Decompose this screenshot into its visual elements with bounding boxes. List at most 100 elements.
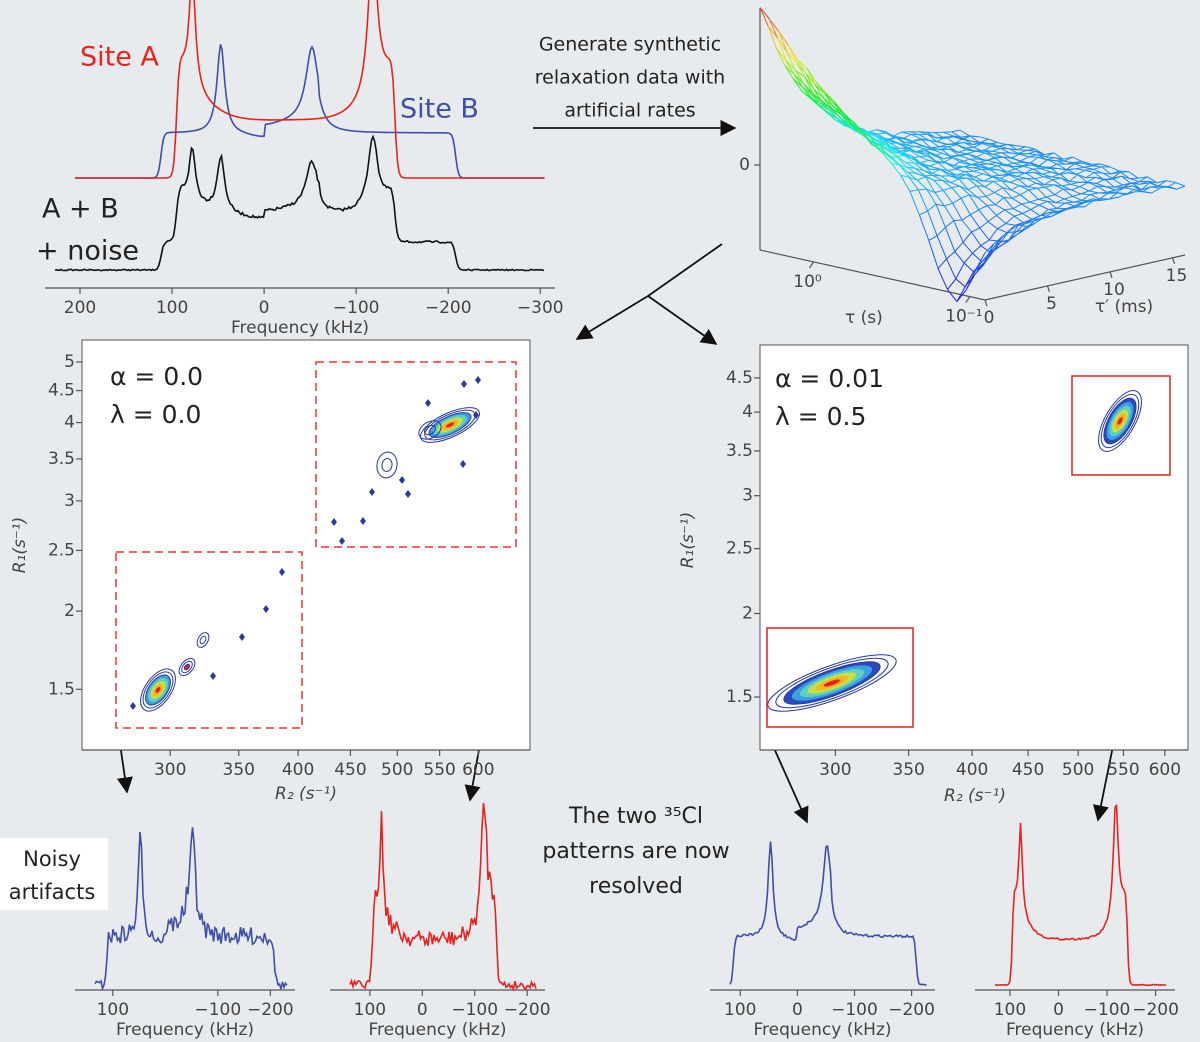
surface-mesh bbox=[953, 220, 964, 243]
surface-mesh bbox=[1042, 216, 1051, 220]
surface-mesh bbox=[957, 149, 967, 153]
surface-mesh bbox=[929, 165, 940, 170]
surface-mesh bbox=[778, 31, 788, 53]
surface-mesh bbox=[1011, 157, 1021, 162]
surface-mesh bbox=[967, 150, 976, 155]
surface-mesh bbox=[832, 105, 842, 115]
surface-mesh bbox=[941, 175, 951, 184]
surface-mesh bbox=[1129, 178, 1140, 183]
surface-mesh bbox=[960, 198, 971, 215]
surface-mesh bbox=[1011, 194, 1021, 199]
x-tick-label: 200 bbox=[64, 298, 96, 318]
surface-mesh bbox=[1019, 185, 1028, 188]
surface-mesh bbox=[910, 133, 921, 140]
x-tick-label: 0 bbox=[792, 1000, 803, 1020]
surface-mesh bbox=[951, 155, 961, 158]
y-axis-label: R₁(s⁻¹) bbox=[10, 517, 30, 574]
surface-mesh bbox=[968, 185, 977, 191]
contour bbox=[183, 663, 191, 671]
surface-mesh bbox=[973, 168, 983, 172]
contour bbox=[155, 686, 161, 694]
surface-mesh bbox=[974, 173, 984, 178]
site-a-curve bbox=[75, 0, 545, 179]
surface-mesh bbox=[1024, 218, 1034, 225]
y-tick-label: 2 bbox=[742, 603, 753, 623]
surface-mesh bbox=[908, 176, 918, 181]
surface-mesh bbox=[802, 86, 812, 98]
surface-mesh bbox=[1030, 162, 1040, 167]
surface-mesh bbox=[1061, 183, 1071, 187]
surface-mesh bbox=[1003, 197, 1014, 209]
surface-mesh bbox=[971, 227, 981, 233]
surface-mesh bbox=[995, 156, 1004, 159]
surface-mesh bbox=[1116, 187, 1125, 193]
surface-mesh bbox=[862, 130, 872, 134]
surface-mesh bbox=[1037, 186, 1046, 189]
surface-mesh bbox=[1157, 180, 1167, 187]
y-tick-label: 3.5 bbox=[726, 441, 753, 461]
axis-line bbox=[984, 254, 1186, 301]
surface-mesh bbox=[969, 158, 979, 164]
surface-mesh bbox=[872, 143, 882, 150]
surface-mesh bbox=[925, 150, 935, 157]
surface-mesh bbox=[975, 262, 985, 271]
surface-mesh bbox=[1123, 182, 1133, 188]
surface-mesh bbox=[963, 262, 974, 273]
y-tick-label: 3 bbox=[742, 486, 753, 506]
surface-mesh bbox=[1094, 172, 1103, 174]
surface-mesh bbox=[935, 203, 945, 207]
surface-mesh bbox=[1008, 224, 1019, 241]
alpha-label: α = 0.0 bbox=[110, 362, 203, 391]
surface-mesh bbox=[868, 129, 877, 133]
surface-mesh bbox=[1015, 165, 1024, 170]
x-tick-label: 100 bbox=[97, 1000, 129, 1020]
surface-mesh bbox=[985, 196, 996, 206]
surface-mesh bbox=[953, 219, 963, 222]
surface-mesh bbox=[930, 146, 940, 149]
surface-mesh bbox=[1043, 212, 1052, 219]
surface-mesh bbox=[978, 205, 988, 211]
surface-mesh bbox=[914, 142, 923, 147]
surface-mesh bbox=[1095, 176, 1104, 181]
surface-mesh bbox=[959, 185, 970, 196]
surface-mesh bbox=[950, 182, 961, 187]
surface-mesh bbox=[881, 151, 892, 164]
surface-mesh bbox=[879, 145, 889, 151]
x-tick-label: −300 bbox=[517, 298, 564, 318]
surface-mesh bbox=[942, 152, 951, 157]
surface-mesh bbox=[1082, 162, 1092, 165]
surface-mesh bbox=[1084, 168, 1094, 171]
surface-mesh bbox=[1016, 145, 1026, 148]
surface-mesh bbox=[979, 221, 989, 229]
surface-mesh bbox=[1107, 191, 1117, 194]
surface-mesh bbox=[1068, 172, 1077, 175]
surface-mesh bbox=[944, 202, 953, 207]
surface-mesh bbox=[971, 231, 982, 246]
surface-mesh bbox=[993, 152, 1002, 155]
surface-mesh bbox=[1010, 189, 1021, 196]
tick-mark bbox=[1046, 285, 1051, 293]
surface-mesh bbox=[966, 173, 975, 178]
surface-mesh bbox=[1037, 198, 1048, 202]
surface-mesh bbox=[1007, 143, 1017, 147]
surface-mesh bbox=[1023, 218, 1033, 224]
surface-mesh bbox=[932, 149, 943, 154]
surface-mesh bbox=[1072, 195, 1083, 201]
surface-mesh bbox=[1055, 160, 1065, 162]
surface-mesh bbox=[1041, 211, 1050, 216]
surface-mesh bbox=[1020, 156, 1030, 162]
surface-mesh bbox=[815, 82, 826, 94]
surface-mesh bbox=[969, 214, 981, 229]
surface-mesh bbox=[961, 159, 971, 166]
surface-mesh bbox=[884, 142, 894, 149]
surface-mesh bbox=[1089, 194, 1100, 200]
surface-mesh bbox=[1009, 178, 1019, 183]
surface-mesh bbox=[787, 44, 797, 63]
surface-mesh bbox=[1022, 209, 1032, 214]
surface-mesh bbox=[1054, 194, 1065, 200]
surface-mesh bbox=[975, 252, 986, 271]
surface-mesh bbox=[947, 168, 956, 171]
surface-mesh bbox=[978, 136, 989, 140]
surface-mesh bbox=[1126, 191, 1136, 195]
